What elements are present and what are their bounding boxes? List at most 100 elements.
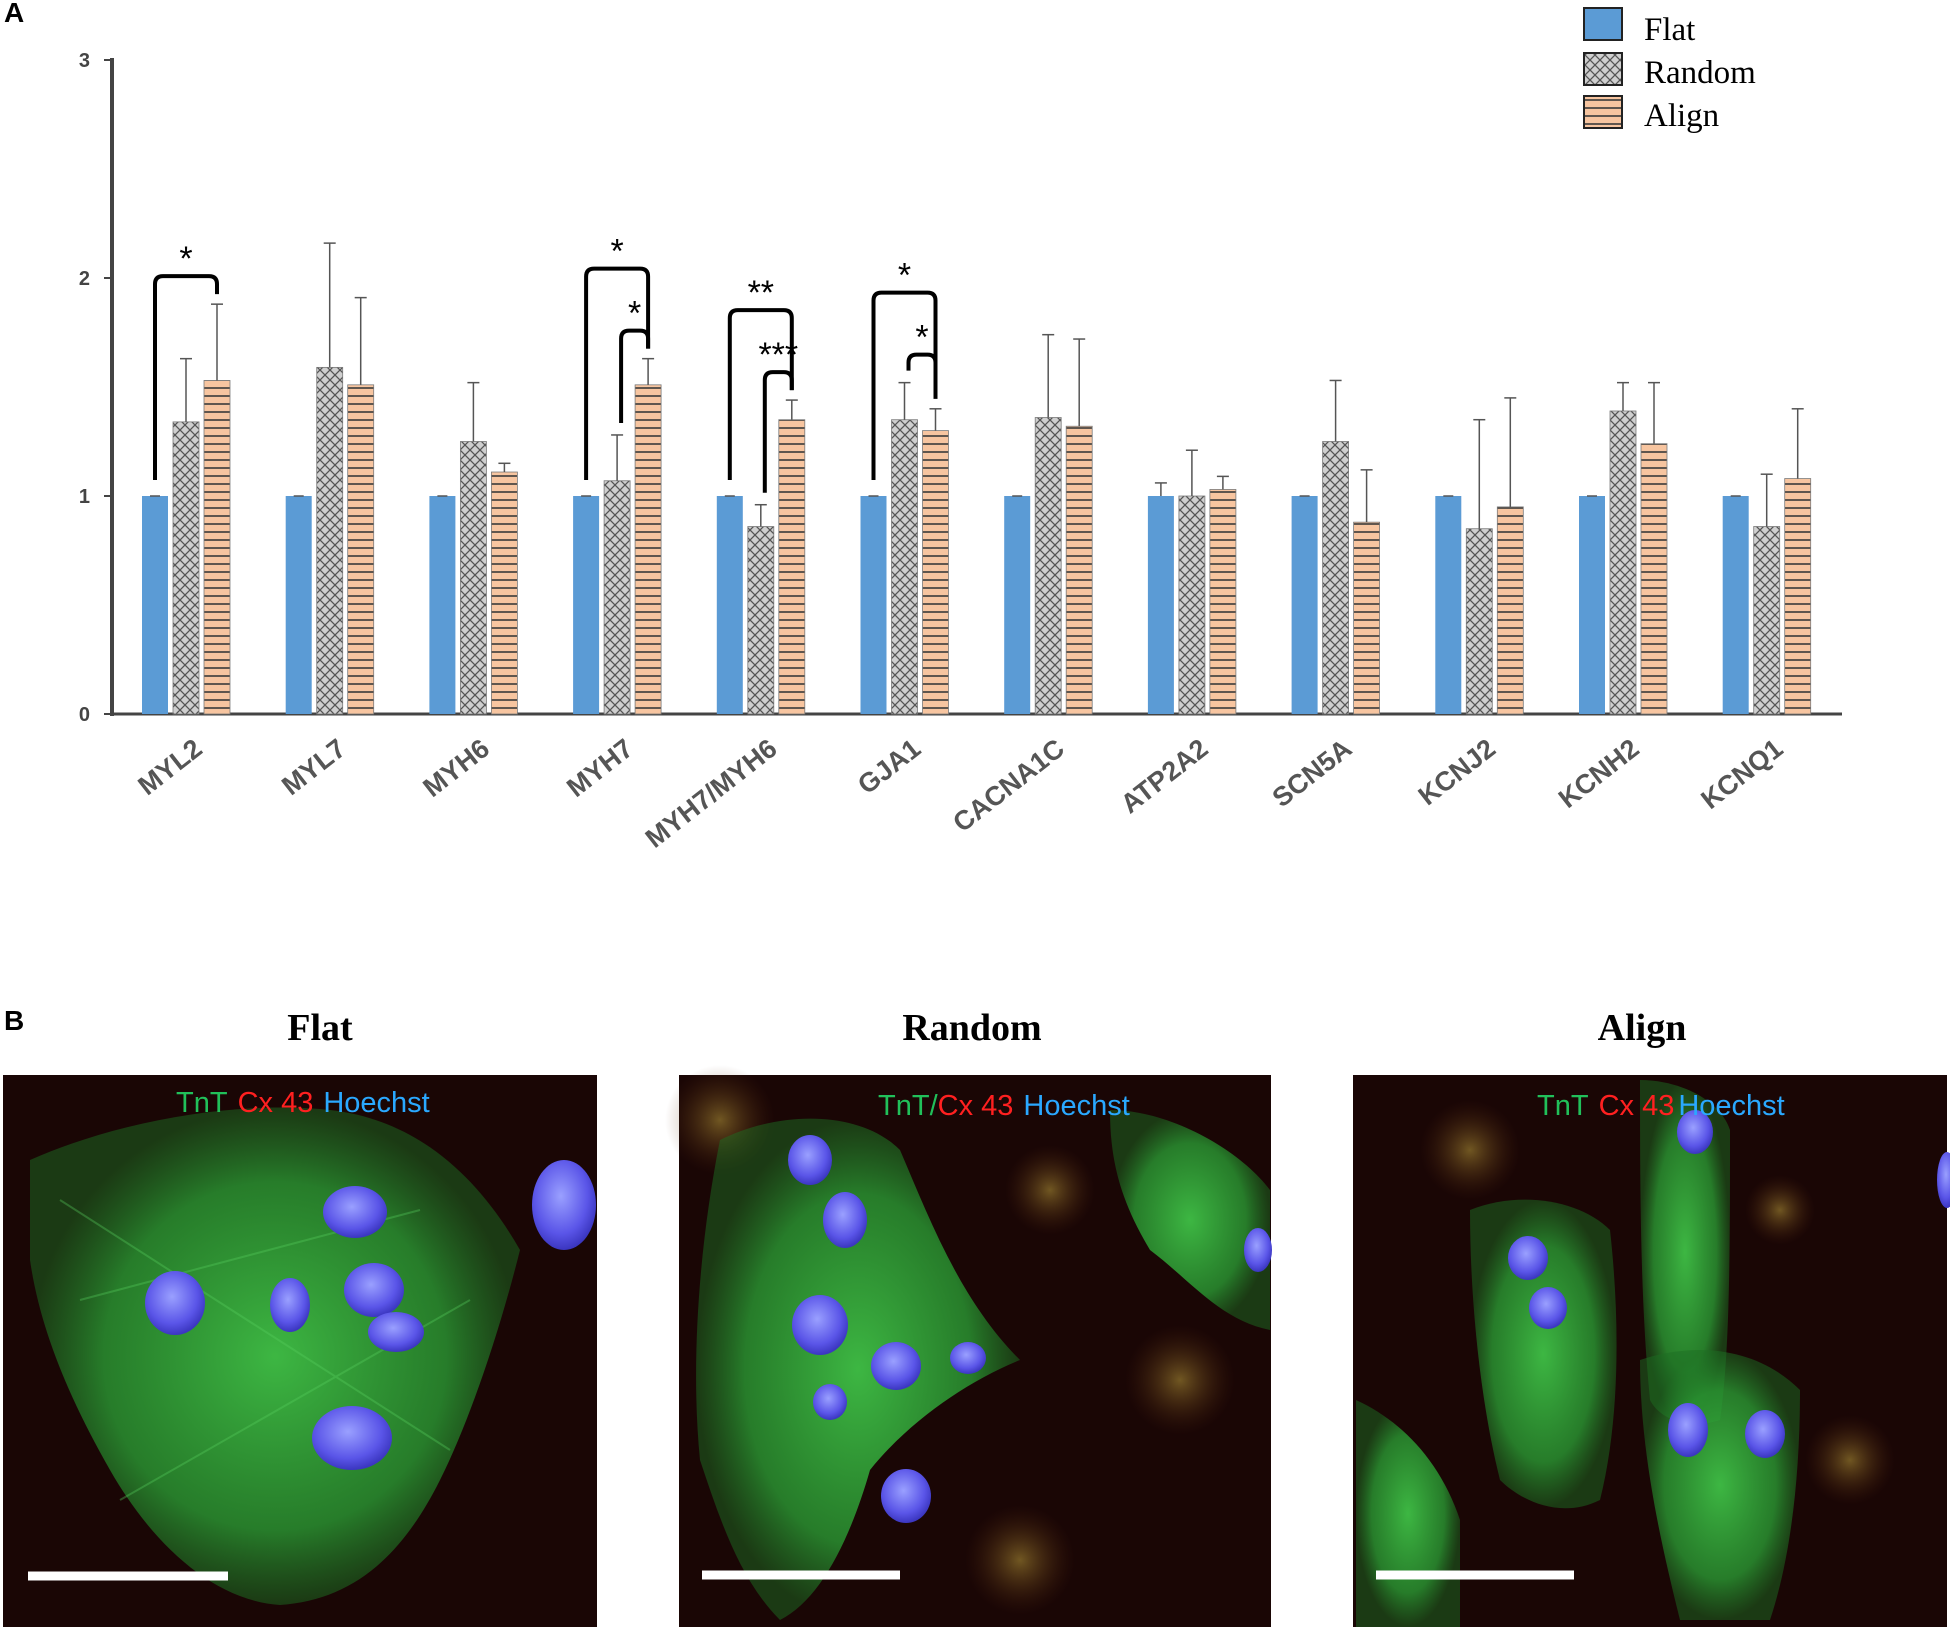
significance-bracket — [619, 328, 651, 423]
stain-tnt: TnT — [1537, 1090, 1589, 1122]
x-tick-label: CACNA1C — [947, 733, 1069, 838]
bar-random — [1322, 441, 1349, 715]
x-tick-label: KCNJ2 — [1413, 733, 1501, 811]
bar-flat — [573, 496, 600, 714]
legend-label-random: Random — [1644, 55, 1756, 91]
significance-label: * — [915, 319, 928, 357]
bar-align — [1496, 506, 1524, 715]
nucleus — [145, 1271, 205, 1335]
y-tick-label: 2 — [79, 268, 90, 290]
nucleus — [368, 1312, 424, 1352]
bar-random — [1178, 495, 1206, 715]
x-tick-label: ATP2A2 — [1115, 733, 1213, 819]
bar-align — [203, 380, 231, 715]
bar-align — [1784, 478, 1812, 715]
error-bars — [150, 242, 1804, 529]
x-tick-label: MYL2 — [132, 733, 207, 801]
legend-swatch-flat — [1583, 7, 1623, 41]
x-tick-label: GJA1 — [852, 733, 926, 800]
nucleus — [1668, 1403, 1708, 1457]
x-tick-label: MYH7 — [561, 733, 639, 803]
nucleus — [792, 1295, 848, 1355]
bar-random — [316, 366, 344, 715]
x-tick-label: KCNQ1 — [1695, 733, 1788, 815]
nucleus — [312, 1406, 392, 1470]
bar-flat — [285, 496, 312, 714]
background-particle — [1745, 1175, 1815, 1245]
x-tick-label: SCN5A — [1267, 733, 1358, 813]
cell-body — [30, 1107, 520, 1605]
bar-flat — [1004, 496, 1031, 714]
bar-align — [1353, 521, 1380, 715]
micrograph-title-align: Align — [1598, 1007, 1687, 1049]
significance-label: * — [628, 295, 641, 333]
bar-random — [1034, 417, 1062, 715]
panel-letter-b: B — [4, 1005, 24, 1036]
significance-label: *** — [758, 336, 798, 374]
bar-align — [1640, 443, 1668, 715]
bar-flat — [1722, 496, 1749, 714]
legend-label-flat: Flat — [1644, 12, 1695, 48]
background-particle — [1805, 1415, 1895, 1505]
y-tick-label: 1 — [79, 486, 90, 508]
legend-swatch-random — [1583, 52, 1623, 86]
cell-body — [1640, 1080, 1730, 1424]
micrograph-title-random: Random — [902, 1007, 1041, 1049]
y-tick-label: 3 — [79, 50, 90, 72]
micrographs: Flat Random Align TnT Cx 43 Hoechst — [3, 1007, 1950, 1627]
x-tick-label: KCNH2 — [1553, 733, 1645, 814]
nucleus — [881, 1469, 931, 1523]
background-particle — [1420, 1100, 1520, 1200]
significance-bracket — [727, 308, 794, 480]
stain-hoechst: Hoechst — [1678, 1090, 1784, 1122]
micrograph-title-flat: Flat — [287, 1007, 353, 1049]
significance-brackets: * ********* — [153, 233, 938, 493]
cell-body — [1110, 1110, 1270, 1330]
bar-flat — [1579, 496, 1605, 714]
y-tick-label: 0 — [79, 704, 90, 726]
nucleus — [270, 1278, 310, 1332]
bar-random — [172, 421, 200, 715]
nucleus — [532, 1160, 596, 1250]
significance-label: ** — [748, 274, 774, 312]
significance-bracket — [762, 370, 794, 493]
nucleus — [1508, 1236, 1548, 1280]
bar-align — [490, 471, 518, 715]
stain-legend: TnT Cx 43 Hoechst — [1537, 1090, 1785, 1122]
significance-bracket — [906, 352, 938, 399]
bar-flat — [429, 496, 456, 714]
bar-flat — [142, 496, 168, 714]
stain-separator: / — [930, 1090, 939, 1122]
stain-legend: TnT Cx 43 Hoechst — [176, 1087, 430, 1119]
nucleus — [813, 1384, 847, 1420]
significance-label: * — [898, 257, 911, 295]
significance-bracket — [153, 274, 219, 480]
micrograph-random: TnT/Cx 43 Hoechst — [665, 1065, 1272, 1627]
bar-random — [459, 441, 487, 715]
nucleus — [1745, 1410, 1785, 1458]
nucleus — [1937, 1152, 1950, 1208]
cell-body — [1356, 1400, 1460, 1627]
y-tick-labels: 0 1 2 3 — [79, 50, 112, 726]
legend: Flat Random Align — [1583, 7, 1756, 134]
nucleus — [788, 1135, 832, 1185]
legend-swatch-align — [1583, 95, 1623, 129]
bar-random — [891, 419, 918, 715]
stain-cx43: Cx 43 — [1599, 1090, 1675, 1122]
significance-bracket — [584, 266, 651, 480]
bar-flat — [1147, 496, 1174, 714]
nucleus — [1244, 1228, 1272, 1272]
bar-flat — [716, 496, 743, 714]
x-tick-label: MYH7/MYH6 — [640, 733, 783, 854]
significance-label: * — [610, 233, 623, 271]
bar-random — [603, 480, 631, 715]
background-particle — [1005, 1145, 1095, 1235]
bar-flat — [1435, 496, 1462, 714]
nucleus — [1529, 1287, 1567, 1329]
stain-legend: TnT/Cx 43 Hoechst — [878, 1090, 1130, 1122]
bar-align — [1209, 489, 1237, 715]
background-particle — [1125, 1325, 1235, 1435]
micrograph-flat: TnT Cx 43 Hoechst — [3, 1075, 597, 1627]
stain-tnt: TnT — [878, 1090, 930, 1122]
cell-body — [696, 1118, 1020, 1620]
